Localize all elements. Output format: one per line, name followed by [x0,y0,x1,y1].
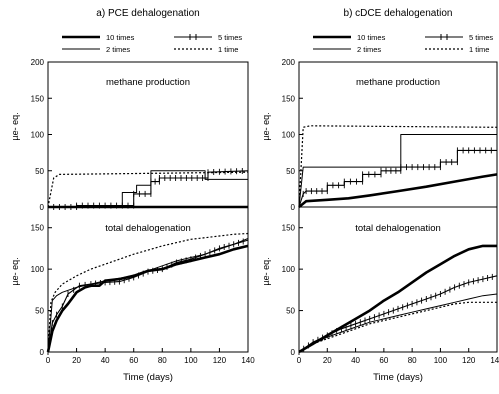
legend-label: 10 times [357,33,386,42]
x-tick-label: 120 [462,356,476,365]
y-tick-label: 150 [31,94,45,103]
x-tick-label: 0 [46,356,51,365]
series-line-2-times [48,170,248,208]
legend-label: 2 times [357,45,381,54]
y-tick-label: 0 [291,348,296,357]
y-tick-label: 150 [282,94,296,103]
y-tick-label: 0 [40,203,45,212]
legend-label: 5 times [218,33,242,42]
y-tick-label: 100 [282,265,296,274]
y-tick-label: 100 [31,131,45,140]
y-tick-label: 100 [31,265,45,274]
x-tick-label: 60 [129,356,138,365]
x-tick-label: 140 [241,356,255,365]
x-tick-label: 20 [72,356,81,365]
y-tick-label: 200 [282,58,296,67]
y-tick-label: 0 [40,348,45,357]
series-line-10-times [298,173,498,209]
x-tick-label: 80 [158,356,167,365]
series-line-5-times [298,149,497,208]
series-line-2-times [47,238,249,353]
chart-title: b) cDCE dehalogenation [344,8,453,19]
series-line-1-time [298,125,498,208]
legend-label: 1 time [218,45,238,54]
series-line-2-times [298,293,498,353]
legend-label: 1 time [469,45,489,54]
series-line-1-time [298,301,497,353]
x-tick-label: 100 [434,356,448,365]
subplot-title: methane production [106,77,190,88]
series-line-5-times [298,275,498,353]
series-line-5-times [47,239,249,353]
y-axis-label: µe- eq. [261,257,271,285]
legend-label: 2 times [106,45,130,54]
y-tick-label: 50 [35,307,44,316]
x-tick-label: 0 [297,356,302,365]
x-tick-label: 100 [184,356,198,365]
x-axis-label: Time (days) [373,372,423,383]
chart-title: a) PCE dehalogenation [96,8,199,19]
series-line-1-time [47,232,249,353]
x-tick-label: 120 [213,356,227,365]
y-tick-label: 50 [286,167,295,176]
legend-marker [440,34,448,40]
y-tick-label: 0 [291,203,296,212]
y-tick-label: 200 [31,58,45,67]
chart-panel-a: a) PCE dehalogenation 10 times 5 times 2 ti… [10,8,255,383]
legend-label: 10 times [106,33,135,42]
series-line-5-times [48,170,249,208]
x-tick-label: 20 [323,356,332,365]
series-line-10-times [46,244,249,353]
x-axis-label: Time (days) [123,372,173,383]
legend-label: 5 times [469,33,493,42]
legend-marker [189,34,197,40]
y-tick-label: 100 [282,131,296,140]
subplot-title: total dehalogenation [355,223,441,234]
y-tick-label: 50 [35,167,44,176]
x-tick-label: 40 [101,356,110,365]
subplot-title: methane production [356,77,440,88]
x-tick-label: 40 [351,356,360,365]
y-axis-label: µe- eq. [261,112,271,140]
series-line-1-time [47,171,249,208]
y-tick-label: 50 [286,307,295,316]
y-tick-label: 150 [282,224,296,233]
x-tick-label: 140 [490,356,499,365]
y-axis-label: µe- eq. [10,257,20,285]
y-tick-label: 150 [31,224,45,233]
y-axis-label: µe- eq. [10,112,20,140]
chart-panel-b: b) cDCE dehalogenation 10 times 5 times 2 t… [261,8,499,383]
subplot-title: total dehalogenation [105,223,191,234]
x-tick-label: 60 [379,356,388,365]
x-tick-label: 80 [408,356,417,365]
series-line-2-times [298,134,497,208]
